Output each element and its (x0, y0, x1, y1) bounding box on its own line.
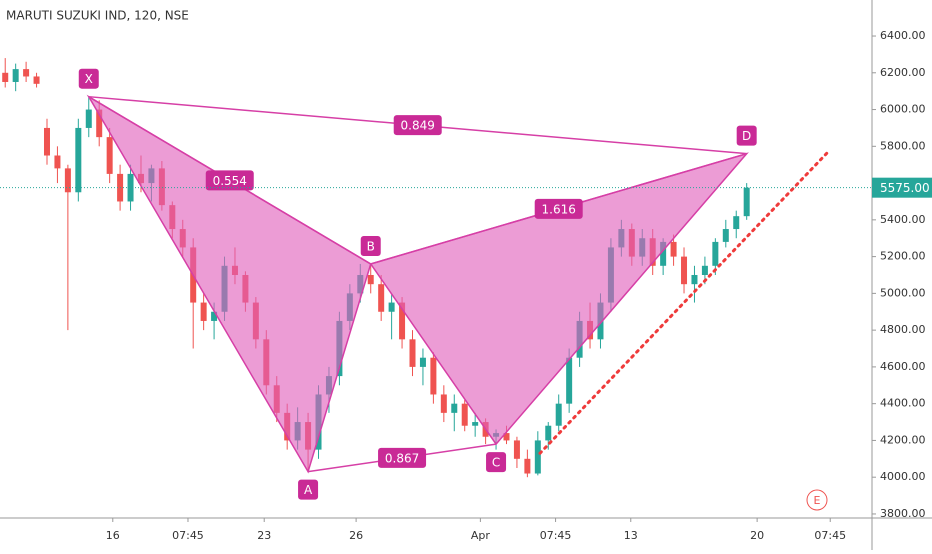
ratio-label: 0.849 (401, 119, 435, 133)
candle-body (513, 440, 520, 459)
candle-body (440, 394, 447, 413)
x-tick-label: 07:45 (540, 529, 572, 542)
y-tick-label: 4400.00 (880, 397, 926, 410)
ratio-label: 0.867 (385, 451, 419, 465)
candle-body (691, 274, 698, 285)
candle-body (712, 241, 719, 266)
point-label: X (85, 72, 93, 86)
candle-body (419, 357, 426, 367)
candle-body (96, 109, 103, 138)
point-box (736, 125, 757, 146)
point-box (486, 452, 507, 473)
candle-body (33, 76, 40, 84)
candle-body (43, 127, 50, 156)
y-tick-label: 4000.00 (880, 470, 926, 483)
candle-body (660, 241, 667, 266)
event-marker (806, 489, 828, 511)
y-tick-label: 6200.00 (880, 66, 926, 79)
y-tick-label: 5400.00 (880, 213, 926, 226)
point-box (298, 479, 319, 500)
x-tick-label: 13 (624, 529, 638, 542)
candle-body (64, 168, 71, 193)
candle-body (461, 403, 468, 426)
x-tick-label: Apr (471, 529, 491, 542)
candle-body (451, 403, 458, 413)
y-tick-label: 5200.00 (880, 250, 926, 263)
candle-body (200, 302, 207, 321)
candle-body (12, 69, 19, 82)
last-price-label: 5575.00 (880, 181, 930, 195)
candle-body (399, 302, 406, 340)
candle-body (701, 265, 708, 275)
candle-body (378, 284, 385, 312)
candle-body (566, 357, 573, 404)
candle-body (85, 109, 92, 128)
candle-body (127, 173, 134, 202)
event-marker-label: E (814, 494, 821, 507)
y-tick-label: 6000.00 (880, 103, 926, 116)
ratio-box (534, 198, 583, 219)
candle-body (430, 357, 437, 395)
candle-body (733, 216, 740, 230)
candle-body (722, 229, 729, 242)
y-tick-label: 6400.00 (880, 29, 926, 42)
candle-body (367, 274, 374, 285)
x-tick-label: 07:45 (172, 529, 204, 542)
ratio-label: 1.616 (542, 202, 576, 216)
y-tick-label: 4800.00 (880, 323, 926, 336)
ratio-label: 0.554 (213, 174, 247, 188)
candle-body (388, 302, 395, 312)
ratio-box (205, 170, 254, 191)
point-label: A (304, 483, 313, 497)
candle-body (555, 403, 562, 426)
y-tick-label: 3800.00 (880, 507, 926, 520)
last-price-box (872, 177, 932, 198)
chart-title: MARUTI SUZUKI IND, 120, NSE (6, 9, 189, 23)
candle-body (545, 425, 552, 441)
x-tick-label: 23 (257, 529, 271, 542)
point-box (78, 68, 99, 89)
candle-body (670, 241, 677, 257)
candle-body (211, 311, 218, 321)
y-tick-label: 4200.00 (880, 433, 926, 446)
x-tick-label: 16 (106, 529, 120, 542)
candle-body (524, 458, 531, 474)
candle-body (472, 422, 479, 426)
x-tick-label: 26 (349, 529, 363, 542)
point-box (360, 235, 381, 256)
candle-body (2, 72, 9, 82)
projection-line (538, 150, 830, 455)
candle-body (503, 433, 510, 441)
ratio-box (393, 115, 442, 136)
y-tick-label: 4600.00 (880, 360, 926, 373)
point-label: C (492, 456, 500, 470)
ratio-box (378, 447, 427, 468)
candle-body (409, 339, 416, 367)
candle-body (75, 127, 82, 193)
candle-body (534, 440, 541, 474)
candle-body (106, 137, 113, 174)
point-label: B (367, 239, 375, 253)
point-label: D (742, 129, 751, 143)
y-tick-label: 5000.00 (880, 286, 926, 299)
x-tick-label: 20 (750, 529, 764, 542)
x-tick-label: 07:45 (814, 529, 846, 542)
y-tick-label: 5800.00 (880, 139, 926, 152)
candle-body (743, 187, 750, 217)
candle-body (54, 155, 61, 169)
candle-body (681, 256, 688, 285)
candle-body (23, 69, 30, 77)
